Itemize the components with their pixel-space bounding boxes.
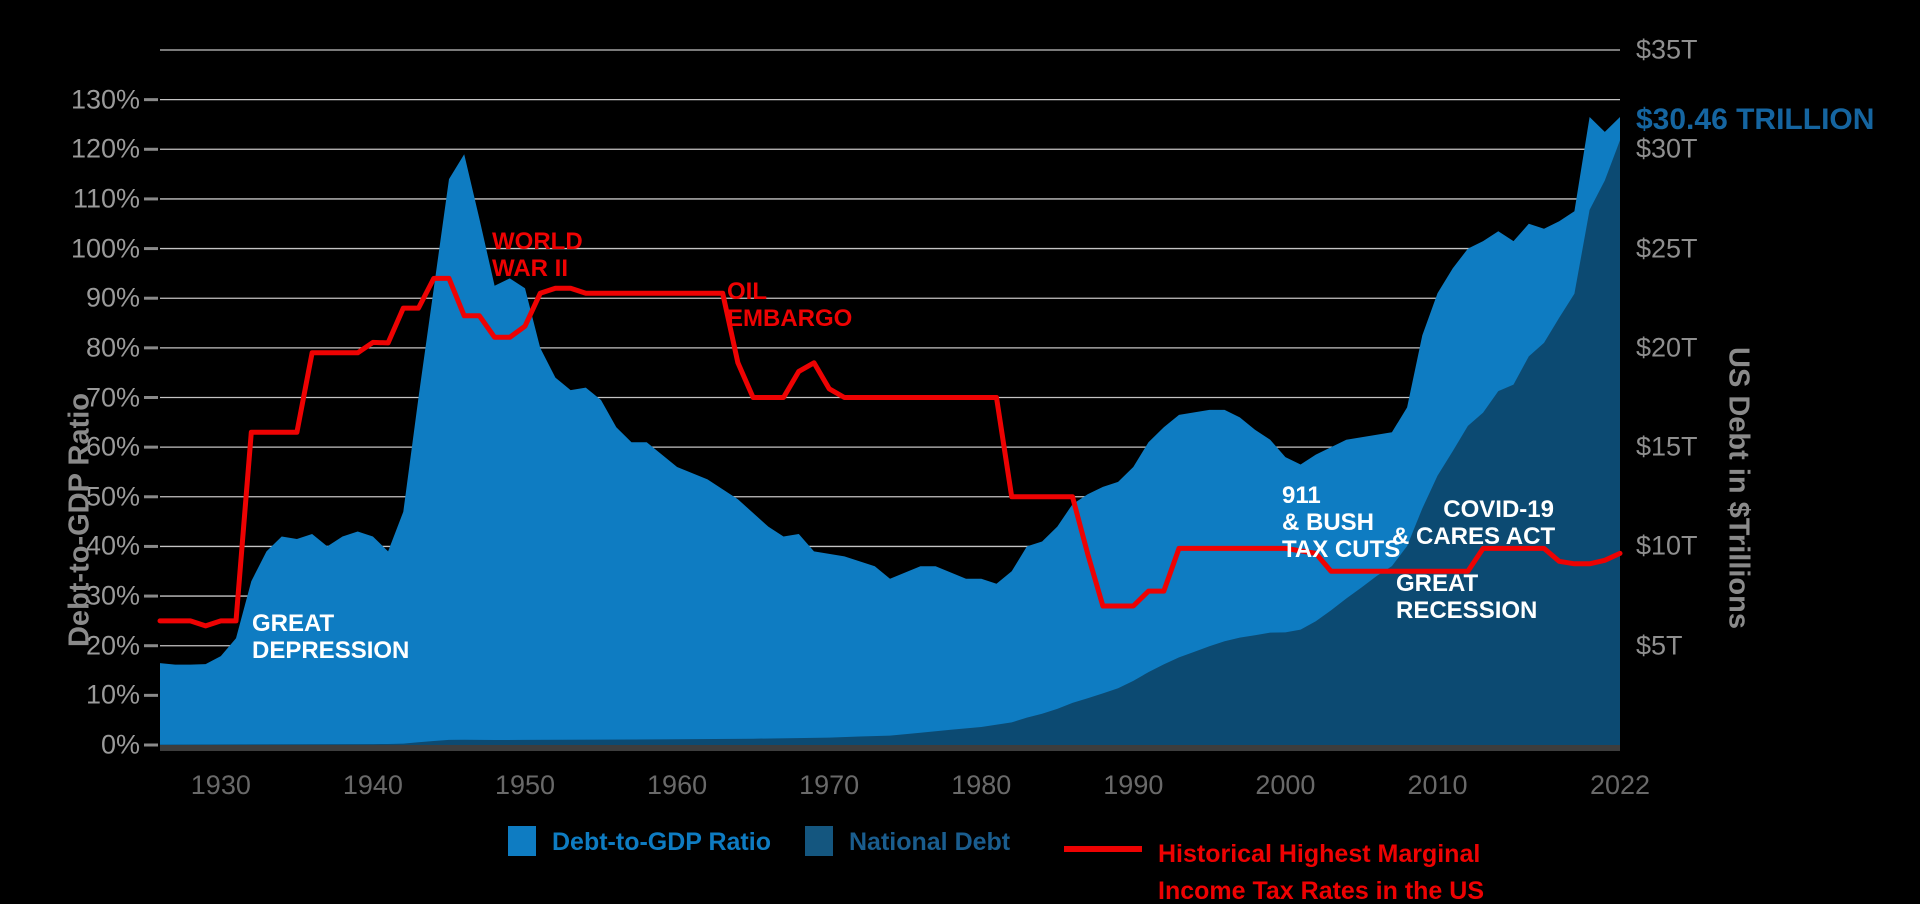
x-axis-tick-label: 1980 xyxy=(951,770,1012,800)
x-axis-tick-label: 1930 xyxy=(190,770,251,800)
annotation-line: TAX CUTS xyxy=(1282,536,1401,563)
x-axis-tick-label: 1940 xyxy=(342,770,403,800)
debt-total-callout: $30.46 TRILLION xyxy=(1636,103,1875,136)
legend-label-debt-to-gdp: Debt-to-GDP Ratio xyxy=(552,828,771,856)
y-axis-left-tick-label: 90% xyxy=(85,282,140,313)
left-axis-title: Debt-to-GDP Ratio xyxy=(63,392,96,648)
legend-swatch-national-debt xyxy=(805,826,833,856)
annotation-line: WAR II xyxy=(492,255,568,282)
x-axis-tick-label: 1990 xyxy=(1103,770,1164,800)
y-axis-left-tick-label: 30% xyxy=(85,580,140,611)
series-debt-to-gdp-ratio xyxy=(160,117,1620,745)
annotation-911-bush-tax-cuts: 911 & BUSH TAX CUTS xyxy=(1282,482,1400,563)
y-axis-left-tick-label: 100% xyxy=(70,233,140,264)
x-axis-tick-label: 2000 xyxy=(1255,770,1316,800)
legend-label-tax-rate: Historical Highest Marginal Income Tax R… xyxy=(1158,836,1484,904)
y-axis-left-tick-label: 60% xyxy=(85,431,140,462)
legend: Debt-to-GDP Ratio National Debt Historic… xyxy=(0,820,1920,904)
legend-label-line: Historical Highest Marginal xyxy=(1158,840,1481,868)
y-axis-ticks xyxy=(144,98,158,747)
annotation-line: RECESSION xyxy=(1396,597,1538,624)
annotation-line: WORLD xyxy=(492,228,583,255)
annotation-line: OIL xyxy=(727,278,767,305)
legend-label-national-debt: National Debt xyxy=(849,828,1011,856)
y-axis-left-tick-label: 50% xyxy=(85,481,140,512)
annotation-great-recession: GREAT RECESSION xyxy=(1396,570,1537,624)
annotation-covid-cares-act: COVID-19 & CARES ACT xyxy=(1392,496,1556,550)
x-axis-tick-label: 1950 xyxy=(494,770,556,800)
series-national-debt xyxy=(160,140,1620,745)
y-axis-right-tick-label: $30T xyxy=(1636,133,1698,164)
x-axis-tick-label: 1960 xyxy=(647,770,708,800)
series-historical-highest-marginal-income-tax-rates-in-the-us xyxy=(157,275,1623,629)
y-axis-left-tick-label: 70% xyxy=(85,382,140,412)
y-axis-left-tick-label: 120% xyxy=(70,133,140,164)
series-layer xyxy=(157,117,1623,751)
legend-swatch-tax-rate-line xyxy=(1064,846,1142,852)
annotation-line: COVID-19 xyxy=(1443,496,1554,523)
annotation-line: 911 xyxy=(1282,482,1321,509)
annotation-line: GREAT xyxy=(252,610,335,637)
y-axis-left-tick-label: 130% xyxy=(70,84,140,115)
annotation-line: & CARES ACT xyxy=(1392,523,1556,550)
legend-label-line: Income Tax Rates in the US xyxy=(1158,877,1485,904)
y-axis-right-tick-label: $35T xyxy=(1636,34,1698,65)
y-axis-left-tick-label: 80% xyxy=(85,332,140,363)
y-axis-right-tick-label: $5T xyxy=(1636,630,1683,661)
y-axis-right-tick-label: $10T xyxy=(1636,530,1698,561)
x-axis-tick-label: 1970 xyxy=(799,770,860,800)
x-axis-tick-label: 2010 xyxy=(1407,770,1468,800)
y-axis-left-tick-label: 0% xyxy=(100,729,140,760)
annotation-world-war-ii: WORLD WAR II xyxy=(492,228,583,282)
gridlines xyxy=(160,49,1620,697)
y-axis-left-tick-label: 40% xyxy=(85,530,140,561)
y-axis-right-tick-label: $25T xyxy=(1636,233,1698,264)
x-axis-tick-label: 2022 xyxy=(1589,770,1651,800)
annotation-oil-embargo: OIL EMBARGO xyxy=(727,278,852,332)
legend-swatch-debt-to-gdp xyxy=(508,826,536,856)
right-axis-title: US Debt in $Trillions xyxy=(1722,347,1755,629)
y-axis-right-tick-label: $20T xyxy=(1636,332,1698,363)
y-axis-left-tick-label: 10% xyxy=(85,679,140,710)
annotation-line: DEPRESSION xyxy=(252,637,410,664)
y-axis-left-tick-label: 110% xyxy=(72,183,140,214)
x-axis-line xyxy=(160,745,1620,751)
annotation-great-depression: GREAT DEPRESSION xyxy=(252,610,409,664)
annotation-line: & BUSH xyxy=(1282,509,1375,536)
y-axis-right-tick-label: $15T xyxy=(1636,431,1698,462)
y-axis-left-tick-label: 20% xyxy=(85,630,140,661)
annotation-line: EMBARGO xyxy=(727,305,853,332)
annotation-line: GREAT xyxy=(1396,570,1479,597)
